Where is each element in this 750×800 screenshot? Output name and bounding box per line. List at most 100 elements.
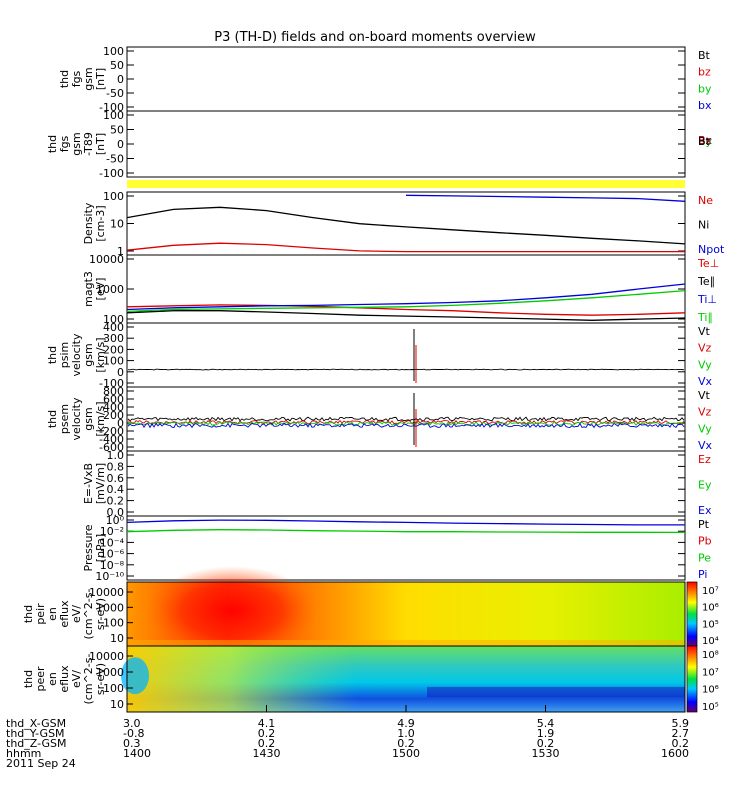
ylabel-line: psim <box>58 342 71 369</box>
ytick-label: 10 <box>110 632 124 645</box>
ylabel-line: velocity <box>70 397 83 440</box>
date-label: 2011 Sep 24 <box>6 757 76 770</box>
ytick-label: 50 <box>110 124 124 137</box>
legend-Pi: Pi <box>698 568 707 581</box>
ytick-label: 100 <box>103 617 124 630</box>
panel-frame <box>126 110 686 178</box>
legend-Ex: Ex <box>698 504 712 517</box>
ytick-label: 10000 <box>89 650 124 663</box>
ylabel-line: peir <box>34 603 47 625</box>
xaxis-value: 1600 <box>661 747 689 760</box>
ytick-label: 1.0 <box>107 449 125 462</box>
ytick-label: 10 <box>110 698 124 711</box>
plot-title: P3 (TH-D) fields and on-board moments ov… <box>214 30 536 45</box>
ylabel-line: [km/s] <box>94 337 107 372</box>
legend-Vy: Vy <box>698 422 712 435</box>
series-Vx <box>127 422 685 429</box>
colorbar-strip <box>686 645 698 713</box>
legend-Pe: Pe <box>698 551 711 564</box>
legend-bz: bz <box>698 66 711 79</box>
ytick-label: 0 <box>117 73 124 86</box>
ytick-label: 600 <box>103 393 124 406</box>
ytick-label: 1000 <box>96 601 124 614</box>
ytick-label: 100 <box>103 190 124 203</box>
ylabel-line: sr-eV) <box>94 663 107 695</box>
legend-Vz: Vz <box>698 406 712 419</box>
xaxis-value: 0.3 <box>123 737 141 750</box>
ylabel-line: eflux <box>58 600 71 628</box>
ytick-label: 0.2 <box>107 495 125 508</box>
panel-frame <box>126 254 686 324</box>
panel-frame <box>126 450 686 517</box>
panel-frame <box>126 515 686 581</box>
ytick-label: 10000 <box>89 586 124 599</box>
ylabel-line: eV/ <box>70 605 83 623</box>
ylabel-line: en <box>46 607 59 621</box>
panel-frame <box>126 191 686 256</box>
legend-by: by <box>698 82 712 95</box>
series-Vt <box>127 368 685 371</box>
ylabel-line: peer <box>34 666 47 692</box>
ylabel-line: [cm-3] <box>94 205 107 241</box>
xaxis-value: 1500 <box>392 747 420 760</box>
xaxis-value: 1.0 <box>397 727 415 740</box>
xaxis-value: 0.2 <box>258 737 276 750</box>
colorbar-peer: 10⁸ 10⁷ 10⁶ 10⁵ <box>686 645 719 713</box>
ylabel-line: eflux <box>58 665 71 693</box>
ytick-label: 400 <box>103 401 124 414</box>
ylabel-line: thd <box>46 135 59 153</box>
ylabel-line: (cm^2-s- <box>82 654 95 705</box>
legend-Ti⊥: Ti⊥ <box>697 293 717 306</box>
ytick-label: 0.8 <box>107 460 125 473</box>
ylabel-line: gsm <box>70 132 83 155</box>
legend-Bt: Bt <box>698 49 711 62</box>
mode-flag-bar <box>127 180 685 188</box>
colorbar-peir: 10⁷ 10⁶ 10⁵ 10⁴ <box>686 581 719 647</box>
ytick-label: 10⁻¹⁰ <box>95 570 124 583</box>
panel-mode-bar <box>127 180 685 188</box>
legend-Pb: Pb <box>698 535 712 548</box>
legend-Vt: Vt <box>698 325 711 338</box>
legend-Vx: Vx <box>698 439 713 452</box>
ylabel-line: thd <box>22 605 35 623</box>
colorbar-label: 10⁵ <box>702 619 719 630</box>
panel-frame <box>126 322 686 388</box>
ylabel-line: Density <box>82 202 95 244</box>
colorbar-label: 10⁷ <box>702 667 719 678</box>
ytick-label: 100 <box>103 682 124 695</box>
ylabel-line: thd <box>58 70 71 88</box>
series-Ti⊥ <box>126 283 686 311</box>
legend-Ne: Ne <box>698 194 713 207</box>
ytick-label: -100 <box>99 167 124 180</box>
ytick-label: -400 <box>99 433 124 446</box>
ytick-label: 10⁰ <box>106 514 125 527</box>
ylabel-line: velocity <box>70 333 83 376</box>
ytick-label: -50 <box>106 87 124 100</box>
ytick-label: 50 <box>110 59 124 72</box>
ytick-label: 1 <box>117 245 124 258</box>
series-Npot <box>405 194 686 202</box>
legend-Vy: Vy <box>698 358 712 371</box>
ylabel-line: gsm <box>82 407 95 430</box>
ytick-label: -100 <box>99 101 124 114</box>
ytick-label: 100 <box>103 109 124 122</box>
ytick-label: 300 <box>103 332 124 345</box>
xaxis-value: 1400 <box>123 747 151 760</box>
xaxis-value: 4.1 <box>258 717 276 730</box>
series-Vt <box>127 416 685 422</box>
ytick-label: -50 <box>106 153 124 166</box>
colorbar-label: 10⁵ <box>702 702 719 713</box>
colorbar-label: 10⁶ <box>702 603 719 614</box>
panel-peer: 10000 1000 100 10 10⁸ 10⁷ 10⁶ 10⁵ thd peer en eflux… <box>22 645 719 713</box>
ylabel-line: Pressure <box>82 524 95 571</box>
ytick-label: 10⁻² <box>100 525 124 538</box>
ytick-label: 0 <box>117 366 124 379</box>
colorbar-label: 10⁶ <box>702 685 719 696</box>
spectrogram-peir-band <box>127 640 685 646</box>
legend-Te∥: Te∥ <box>697 275 715 288</box>
legend-Ey: Ey <box>698 479 712 492</box>
ytick-label: 200 <box>103 409 124 422</box>
